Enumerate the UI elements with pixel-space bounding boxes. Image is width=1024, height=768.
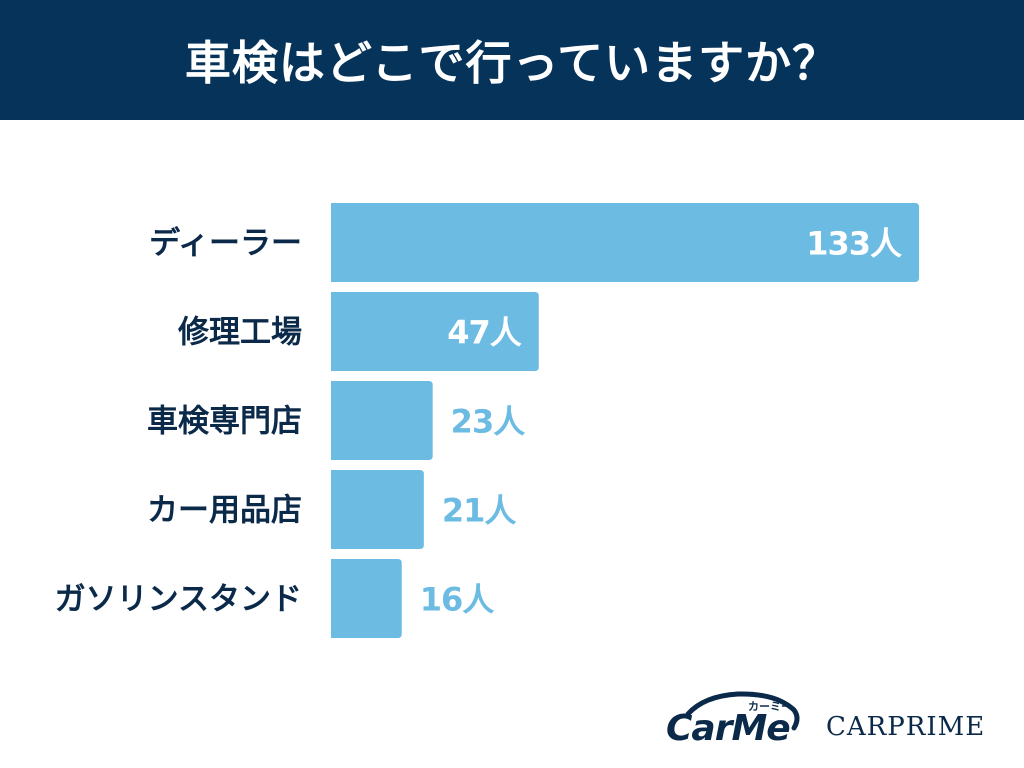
bar xyxy=(331,559,402,638)
category-label: ガソリンスタンド xyxy=(55,582,302,618)
carme-logo-text: CarMe xyxy=(666,708,791,749)
carme-logo-kana: カーミー xyxy=(748,700,792,713)
value-label: 16人 xyxy=(420,581,495,619)
value-label: 47人 xyxy=(447,314,522,352)
car-outline-icon xyxy=(685,691,800,731)
category-label: ディーラー xyxy=(149,226,302,262)
header-banner: 車検はどこで行っていますか？ xyxy=(0,0,1024,120)
bar xyxy=(331,203,919,282)
category-label: 修理工場 xyxy=(177,315,302,351)
value-label: 21人 xyxy=(442,492,517,530)
bar xyxy=(331,381,433,460)
chart-title: 車検はどこで行っていますか？ xyxy=(184,36,840,90)
carme-logo: CarMe カーミー xyxy=(666,688,816,754)
bar xyxy=(331,470,424,549)
bar xyxy=(331,292,539,371)
carprime-logo: CARPRIME xyxy=(826,712,986,742)
value-label: 23人 xyxy=(451,403,526,441)
logo-area: CarMe カーミー CARPRIME xyxy=(660,688,1010,758)
category-label: カー用品店 xyxy=(147,493,302,529)
category-label: 車検専門店 xyxy=(147,404,302,440)
value-label: 133人 xyxy=(806,225,902,263)
